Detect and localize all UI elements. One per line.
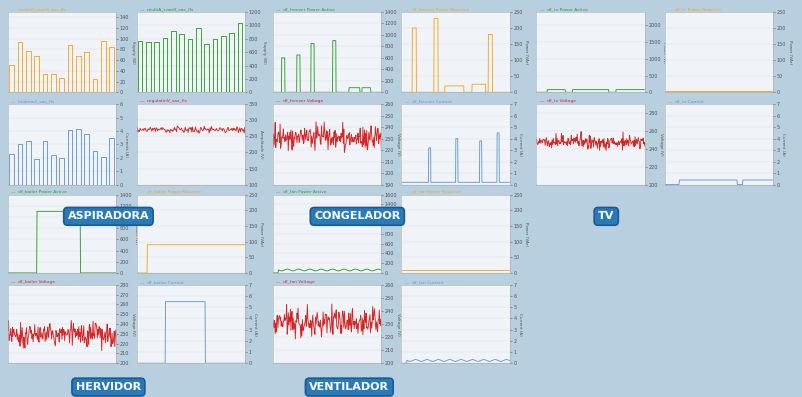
Y-axis label: Voltage (V): Voltage (V) [395,313,399,335]
Y-axis label: Power (W): Power (W) [134,223,138,244]
Text: —  df_fan Current: — df_fan Current [404,280,443,284]
Text: —  df_freezer Current: — df_freezer Current [404,99,452,103]
Text: —  df_fan Voltage: — df_fan Voltage [276,280,314,284]
Text: —  df_tv Voltage: — df_tv Voltage [539,99,575,103]
Y-axis label: Power (VAr): Power (VAr) [787,40,791,64]
Text: —  rvclasif_rvwrfl_sax_fls: — rvclasif_rvwrfl_sax_fls [11,7,66,11]
Y-axis label: Current (A): Current (A) [517,312,521,335]
Y-axis label: Power (VAr): Power (VAr) [524,40,528,64]
Text: TV: TV [597,211,614,222]
Y-axis label: Current (A): Current (A) [517,133,521,156]
Y-axis label: Voltage (V): Voltage (V) [658,133,662,156]
Y-axis label: Supply (W): Supply (W) [262,41,266,64]
Text: —  df_boiler Power Reactive: — df_boiler Power Reactive [140,190,200,194]
Y-axis label: Current (A): Current (A) [780,133,784,156]
Text: —  df_boiler Power Active: — df_boiler Power Active [11,190,67,194]
Text: —  bnorms2_sax_fls: — bnorms2_sax_fls [11,99,55,103]
Text: HERVIDOR: HERVIDOR [75,382,141,392]
Y-axis label: Voltage (V): Voltage (V) [131,313,135,335]
Text: —  df_tv Power Reactive: — df_tv Power Reactive [667,7,720,11]
Text: CONGELADOR: CONGELADOR [314,211,400,222]
Y-axis label: Power (W): Power (W) [399,223,403,244]
Text: —  df_fan Power Active: — df_fan Power Active [276,190,326,194]
Text: —  df_freezer Voltage: — df_freezer Voltage [276,99,323,103]
Text: —  df_tv Power Active: — df_tv Power Active [539,7,587,11]
Y-axis label: Voltage (V): Voltage (V) [395,133,399,156]
Text: —  regulatinV_sax_fls: — regulatinV_sax_fls [140,99,186,103]
Text: —  df_freezer Power Active: — df_freezer Power Active [276,7,335,11]
Y-axis label: Power (W): Power (W) [399,42,403,63]
Y-axis label: Amplitude (V): Amplitude (V) [259,130,263,159]
Text: —  df_tv Current: — df_tv Current [667,99,703,103]
Text: —  df_freezer Power Reactive: — df_freezer Power Reactive [404,7,468,11]
Text: ASPIRADORA: ASPIRADORA [67,211,149,222]
Y-axis label: Power (W): Power (W) [662,42,666,63]
Text: —  df_boiler Voltage: — df_boiler Voltage [11,280,55,284]
Y-axis label: Power (VAr): Power (VAr) [259,222,263,246]
Y-axis label: Supply (W): Supply (W) [131,41,135,64]
Y-axis label: Currents (A): Currents (A) [124,132,128,157]
Text: —  df_boiler Current: — df_boiler Current [140,280,184,284]
Text: VENTILADOR: VENTILADOR [309,382,389,392]
Y-axis label: Power (VAr): Power (VAr) [524,222,528,246]
Text: —  df_fan Power Reactive: — df_fan Power Reactive [404,190,460,194]
Text: —  multiA_rvwrfl_sax_fls: — multiA_rvwrfl_sax_fls [140,7,192,11]
Y-axis label: Current (A): Current (A) [253,312,257,335]
